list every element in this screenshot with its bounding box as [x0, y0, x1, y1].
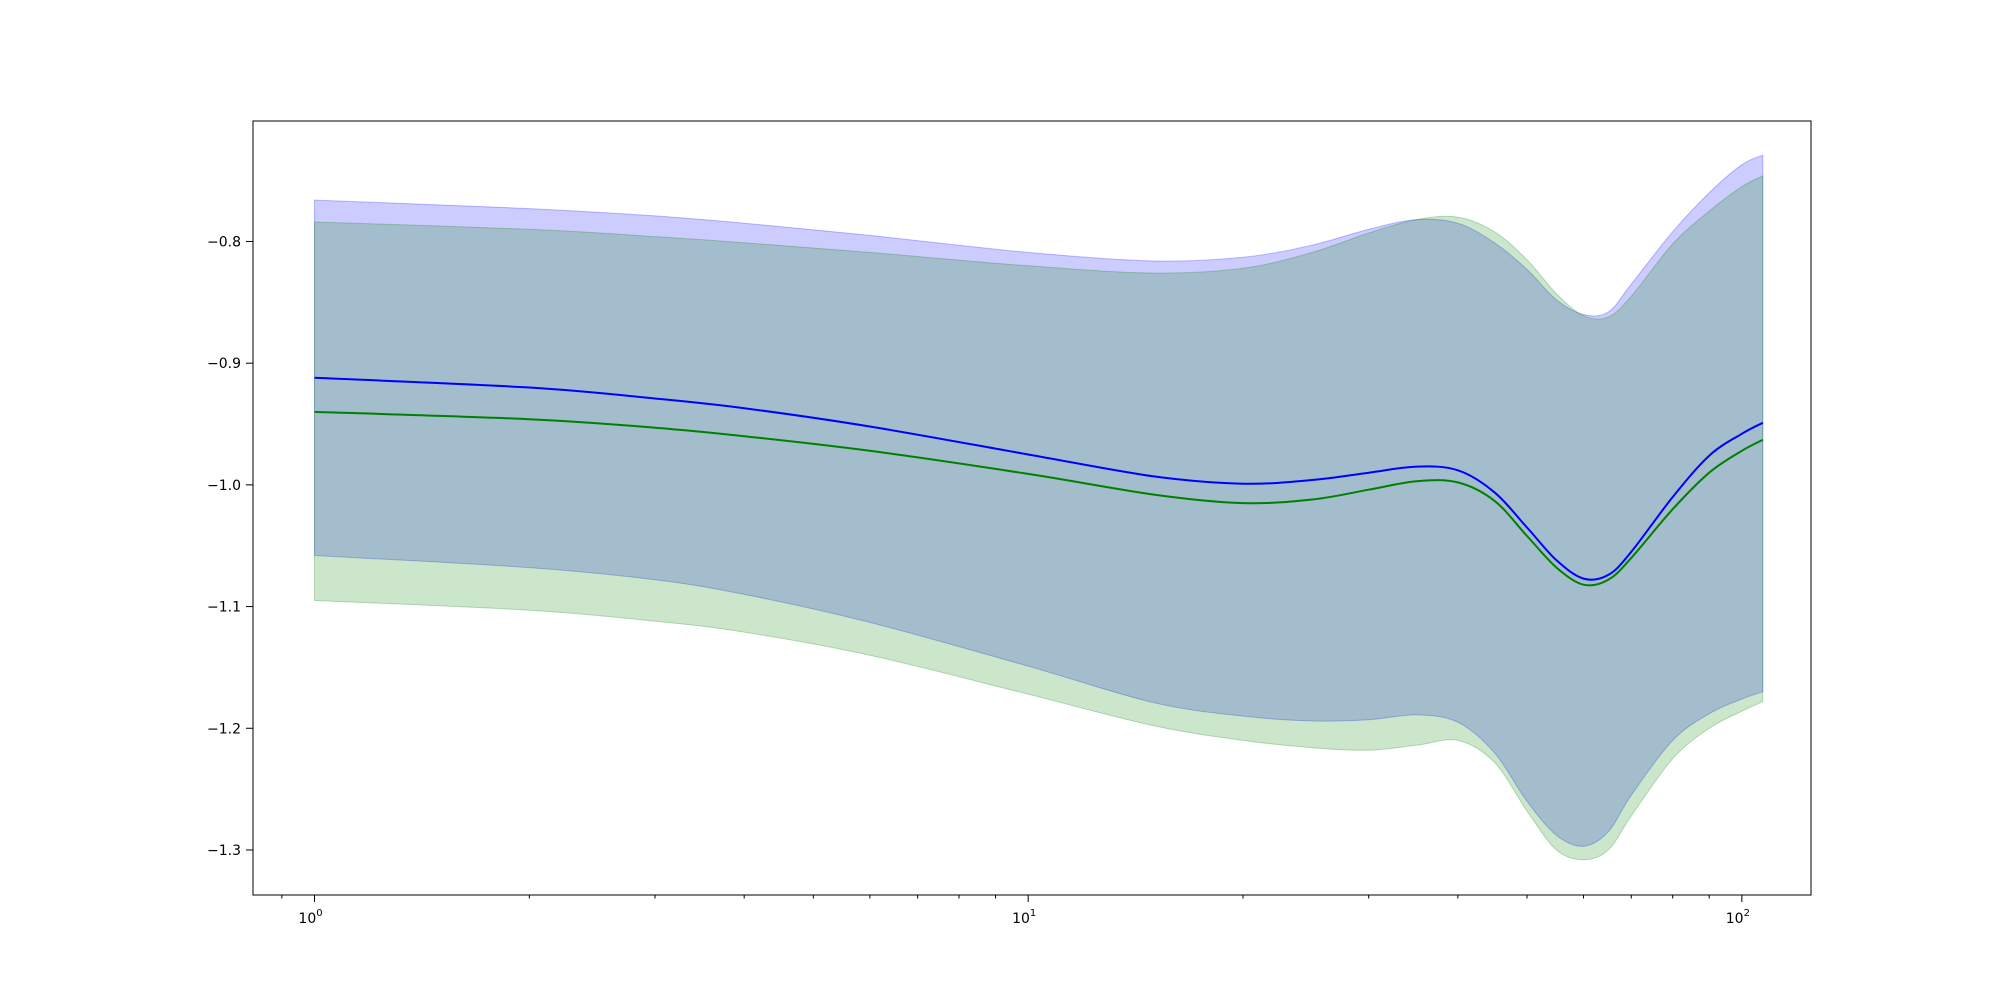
- x-tick-label: 101: [1012, 908, 1036, 927]
- y-tick-label: −1.2: [207, 721, 241, 737]
- confidence-bands: [314, 154, 1764, 861]
- confidence-band-2: [314, 174, 1764, 861]
- axes-frame: [252, 120, 1812, 896]
- confidence-band-1: [314, 154, 1764, 847]
- y-tick-label: −1.1: [207, 600, 241, 616]
- y-tick-label: −0.9: [207, 356, 241, 372]
- mean-line-1: [314, 376, 1764, 581]
- x-axis: 100 101 102: [281, 895, 1750, 927]
- x-tick-label: 100: [298, 908, 322, 927]
- mean-line-2: [314, 410, 1764, 587]
- y-tick-label: −1.3: [207, 843, 241, 859]
- x-tick-label: 102: [1726, 908, 1750, 927]
- y-tick-label: −0.8: [207, 234, 241, 250]
- series-lines: [314, 376, 1764, 587]
- y-axis: −0.8 −0.9 −1.0 −1.1 −1.2 −1.3: [207, 234, 253, 859]
- y-tick-label: −1.0: [207, 478, 241, 494]
- plot-area: [314, 154, 1764, 861]
